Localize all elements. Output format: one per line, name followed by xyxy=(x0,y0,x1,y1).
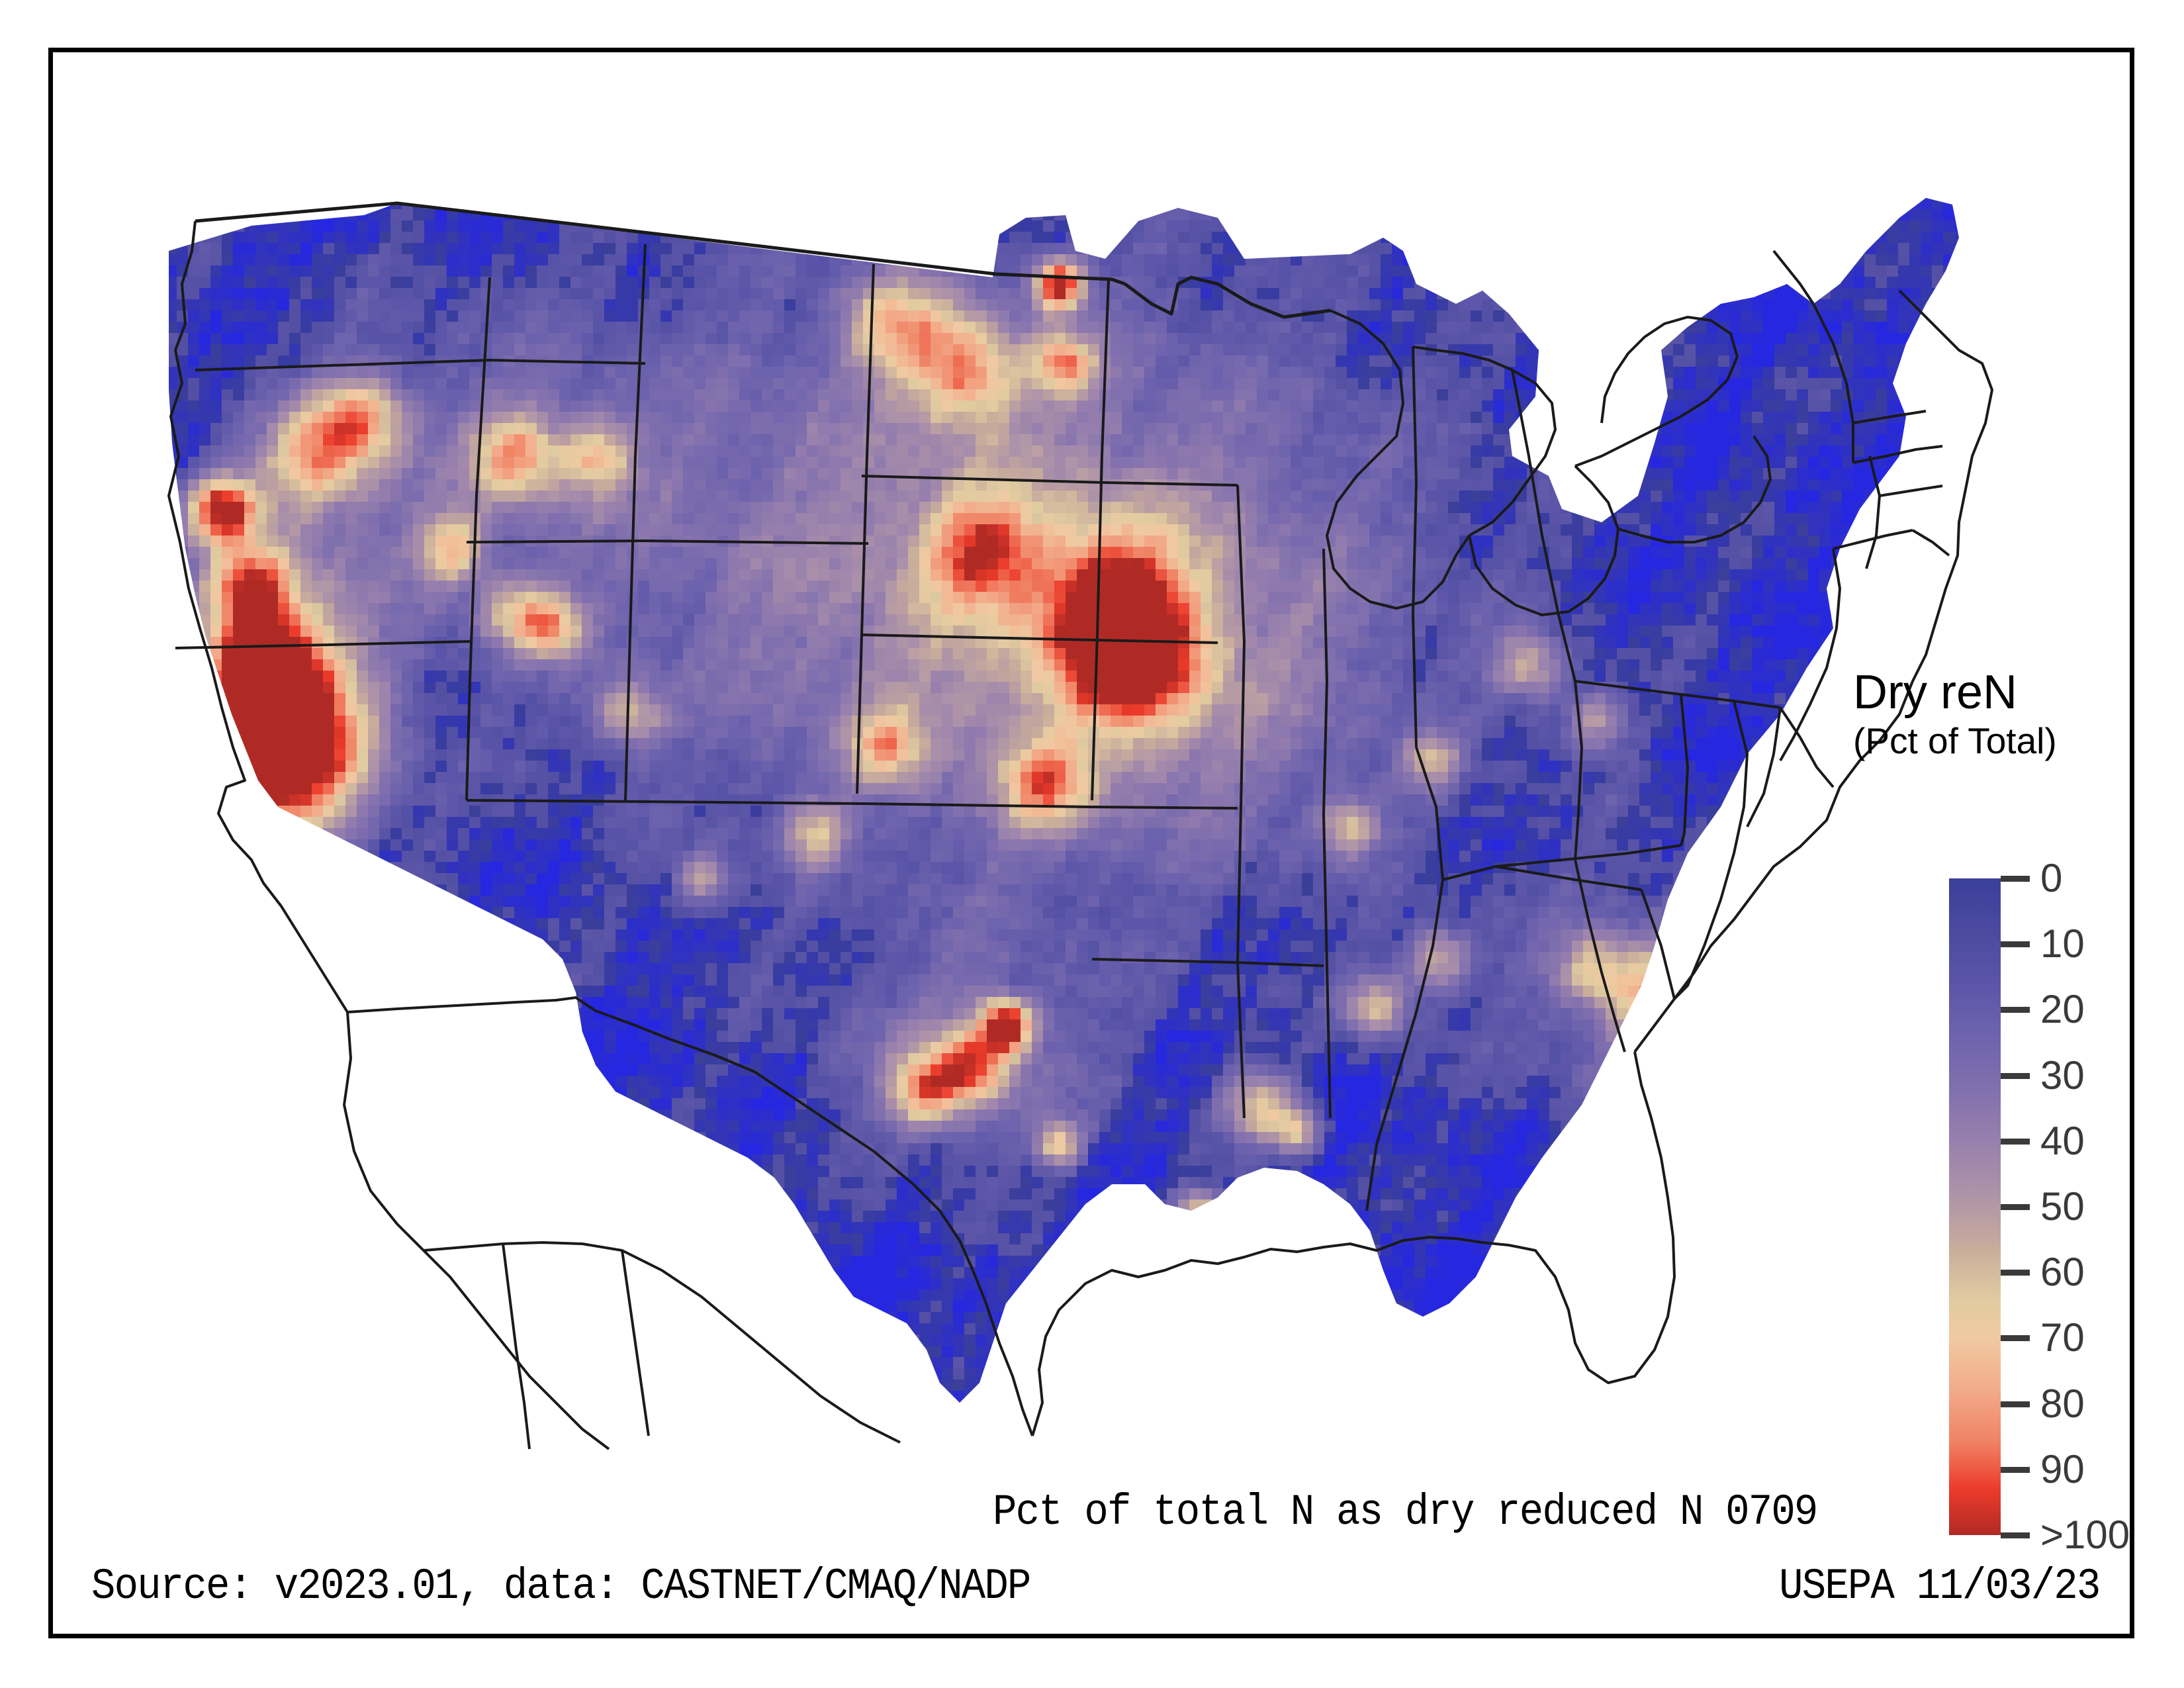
map-canvas xyxy=(53,85,2038,1462)
colorbar-tick-label: 20 xyxy=(2040,990,2085,1029)
colorbar-tick xyxy=(2001,941,2030,948)
colorbar-tick-label: 30 xyxy=(2040,1055,2085,1096)
colorbar-tick-label: 60 xyxy=(2040,1252,2085,1292)
colorbar-tick-label: 70 xyxy=(2040,1318,2085,1358)
state-boundaries xyxy=(167,201,1993,1450)
colorbar-tick-label: >100 xyxy=(2040,1515,2130,1555)
colorbar-tick-label: 50 xyxy=(2040,1187,2085,1227)
colorbar-tick xyxy=(2001,876,2030,882)
figure-frame: Dry reN (Pct of Total) 0 10 20 30 40 50 60 70 80… xyxy=(48,48,2134,1638)
colorbar-tick-label: 80 xyxy=(2040,1383,2085,1424)
colorbar-tick-label: 90 xyxy=(2040,1449,2085,1489)
colorbar-tick xyxy=(2001,1532,2030,1538)
us-choropleth-map xyxy=(53,85,2038,1462)
colorbar-tick-label: 0 xyxy=(2040,859,2062,898)
colorbar-tick xyxy=(2001,1270,2030,1276)
colorbar-tick xyxy=(2001,1466,2030,1473)
map-legend: Dry reN (Pct of Total) 0 10 20 30 40 50 60 70 80… xyxy=(1853,667,2130,1555)
credit-note: USEPA 11/03/23 xyxy=(1779,1562,2101,1611)
colorbar-tick xyxy=(2001,1335,2030,1342)
map-caption: Pct of total N as dry reduced N 0709 xyxy=(993,1487,1818,1537)
colorbar-tick-label: 10 xyxy=(2040,924,2085,964)
source-note: Source: v2023.01, data: CASTNET/CMAQ/NAD… xyxy=(91,1562,1031,1611)
colorbar-tick xyxy=(2001,1204,2030,1210)
colorbar-tick xyxy=(2001,1007,2030,1013)
legend-subtitle: (Pct of Total) xyxy=(1853,722,2118,761)
colorbar-tick xyxy=(2001,1072,2030,1079)
colorbar-wrapper: 0 10 20 30 40 50 60 70 80 90 >100 xyxy=(1949,859,2130,1555)
colorbar-tick-label: 40 xyxy=(2040,1121,2085,1161)
colorbar-gradient xyxy=(1949,878,2001,1535)
legend-title: Dry reN xyxy=(1853,667,2118,718)
colorbar-tick xyxy=(2001,1138,2030,1145)
colorbar-tick xyxy=(2001,1401,2030,1407)
